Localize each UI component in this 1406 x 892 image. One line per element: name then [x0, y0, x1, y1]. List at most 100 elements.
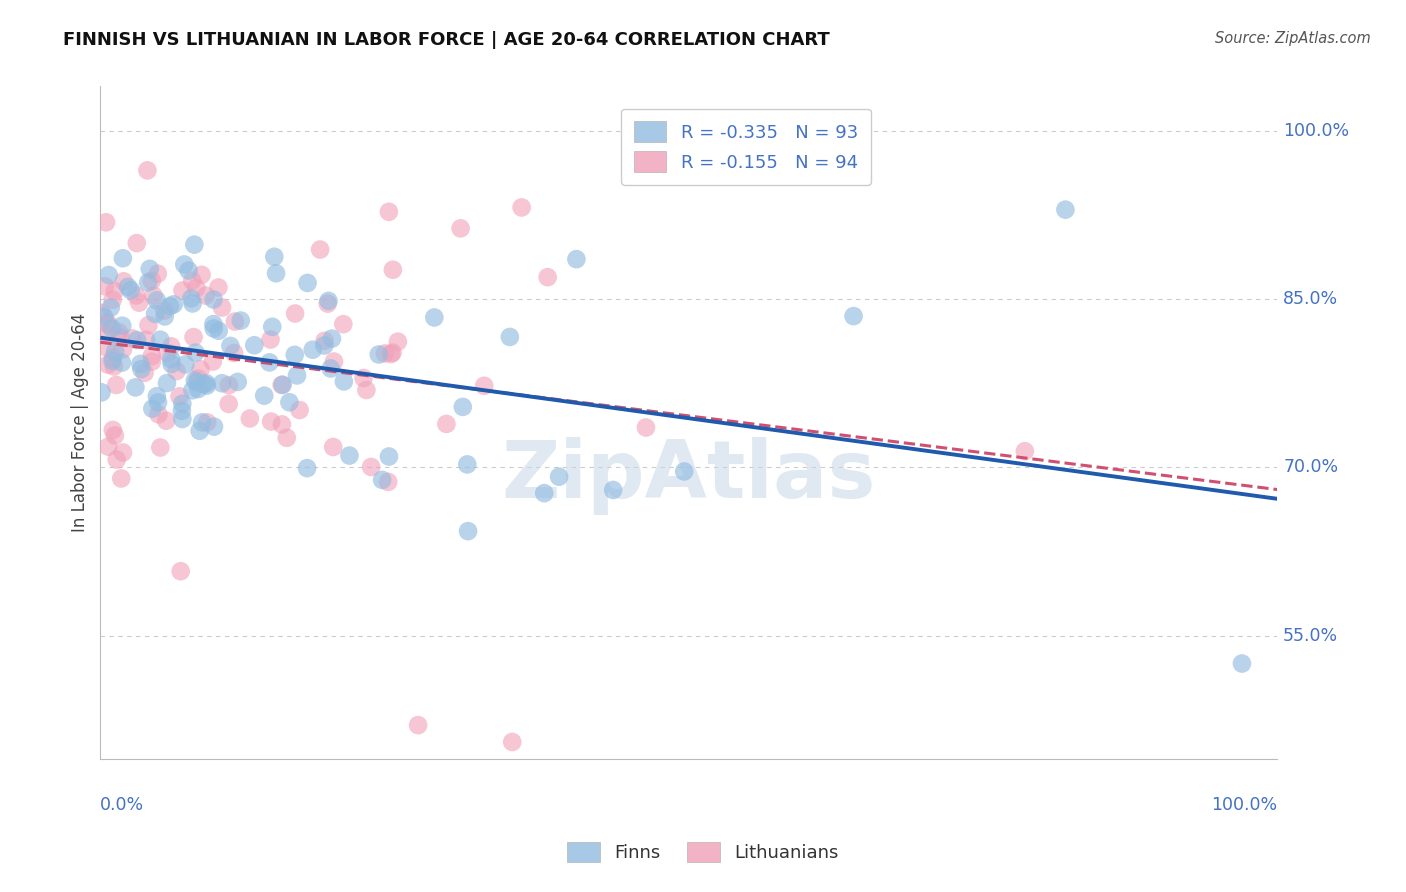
Point [253, 389, 276, 403]
Point [111, 445, 134, 459]
Point [211, 301, 233, 315]
Point [190, 268, 212, 282]
Point [153, 303, 176, 318]
Legend: Finns, Lithuanians: Finns, Lithuanians [560, 834, 846, 870]
Text: Source: ZipAtlas.com: Source: ZipAtlas.com [1215, 31, 1371, 46]
Point [101, 351, 124, 365]
Point [218, 378, 240, 392]
Point [377, 475, 399, 489]
Point [141, 401, 163, 416]
Point [160, 352, 183, 367]
Point [125, 288, 148, 302]
Point [155, 414, 177, 428]
Point [170, 404, 193, 418]
Point [111, 356, 134, 370]
Point [202, 317, 225, 331]
Text: ZipAtlas: ZipAtlas [502, 437, 876, 516]
Point [146, 293, 169, 308]
Point [548, 469, 571, 483]
Point [356, 383, 378, 397]
Point [149, 333, 172, 347]
Point [117, 280, 139, 294]
Point [278, 395, 301, 409]
Point [96, 316, 118, 330]
Point [146, 395, 169, 409]
Point [181, 384, 204, 398]
Point [97, 358, 120, 372]
Point [353, 371, 375, 385]
Point [139, 261, 162, 276]
Point [183, 237, 205, 252]
Point [187, 371, 209, 385]
Point [184, 373, 207, 387]
Point [191, 415, 214, 429]
Point [169, 564, 191, 578]
Point [378, 450, 401, 464]
Point [276, 431, 298, 445]
Point [208, 324, 231, 338]
Point [673, 465, 696, 479]
Y-axis label: In Labor Force | Age 20-64: In Labor Force | Age 20-64 [72, 313, 89, 533]
Text: 85.0%: 85.0% [1284, 290, 1339, 309]
Point [472, 379, 495, 393]
Point [318, 293, 340, 308]
Point [112, 274, 135, 288]
Point [96, 328, 118, 343]
Point [1054, 202, 1077, 217]
Point [172, 397, 194, 411]
Point [218, 397, 240, 411]
Point [188, 424, 211, 438]
Point [190, 362, 212, 376]
Point [195, 376, 218, 391]
Text: FINNISH VS LITHUANIAN IN LABOR FORCE | AGE 20-64 CORRELATION CHART: FINNISH VS LITHUANIAN IN LABOR FORCE | A… [63, 31, 830, 49]
Point [381, 262, 404, 277]
Point [260, 415, 283, 429]
Text: 70.0%: 70.0% [1284, 458, 1339, 476]
Point [101, 354, 124, 368]
Point [141, 349, 163, 363]
Point [94, 279, 117, 293]
Point [172, 284, 194, 298]
Point [174, 358, 197, 372]
Point [380, 347, 402, 361]
Point [842, 309, 865, 323]
Point [135, 333, 157, 347]
Point [138, 318, 160, 333]
Point [160, 339, 183, 353]
Point [183, 330, 205, 344]
Point [104, 344, 127, 359]
Point [423, 310, 446, 325]
Point [360, 459, 382, 474]
Point [90, 306, 112, 320]
Point [101, 321, 124, 335]
Point [149, 441, 172, 455]
Point [565, 252, 588, 267]
Point [104, 284, 127, 298]
Point [181, 274, 204, 288]
Point [141, 354, 163, 368]
Point [108, 326, 131, 340]
Point [169, 389, 191, 403]
Point [285, 368, 308, 383]
Point [184, 345, 207, 359]
Point [90, 385, 112, 400]
Point [222, 346, 245, 360]
Point [201, 354, 224, 368]
Point [457, 524, 479, 538]
Point [143, 307, 166, 321]
Point [301, 343, 323, 357]
Point [314, 338, 336, 352]
Point [371, 473, 394, 487]
Point [186, 281, 208, 295]
Point [128, 295, 150, 310]
Point [172, 412, 194, 426]
Point [367, 347, 389, 361]
Point [142, 288, 165, 302]
Point [120, 283, 142, 297]
Point [263, 250, 285, 264]
Point [156, 376, 179, 390]
Point [323, 354, 346, 368]
Point [146, 389, 169, 403]
Point [146, 267, 169, 281]
Point [136, 163, 159, 178]
